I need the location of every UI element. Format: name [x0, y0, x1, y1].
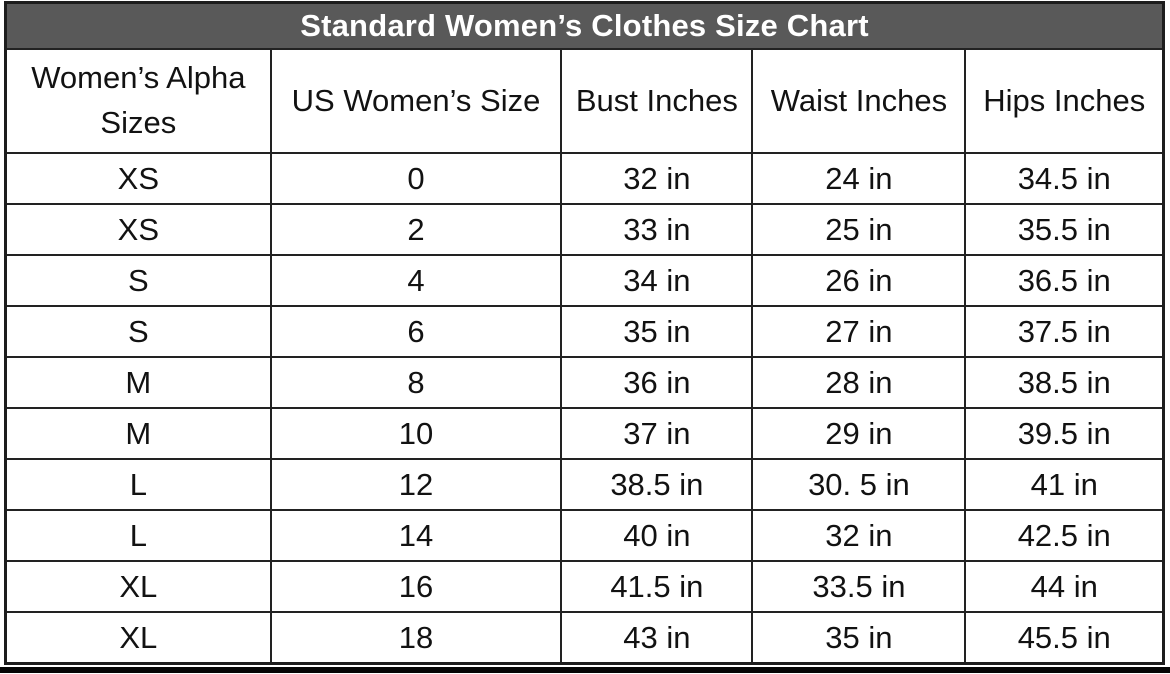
cell: 33.5 in — [751, 560, 967, 613]
cell: S — [4, 305, 272, 358]
cell: 4 — [269, 254, 563, 307]
cell: 38.5 in — [560, 458, 754, 511]
title-row: Standard Women’s Clothes Size Chart — [4, 1, 1165, 50]
cell: 30. 5 in — [751, 458, 967, 511]
cell: 10 — [269, 407, 563, 460]
cell: M — [4, 407, 272, 460]
table-row: L 12 38.5 in 30. 5 in 41 in — [4, 458, 1165, 511]
cell: 36 in — [560, 356, 754, 409]
cell: 14 — [269, 509, 563, 562]
cell: 44 in — [964, 560, 1165, 613]
cell: XL — [4, 611, 272, 665]
cell: 32 in — [751, 509, 967, 562]
cell: M — [4, 356, 272, 409]
cell: 35.5 in — [964, 203, 1165, 256]
cell: 6 — [269, 305, 563, 358]
cell: 42.5 in — [964, 509, 1165, 562]
table-head: Standard Women’s Clothes Size Chart Wome… — [4, 1, 1165, 154]
cell: 33 in — [560, 203, 754, 256]
cell: 26 in — [751, 254, 967, 307]
table-row: M 8 36 in 28 in 38.5 in — [4, 356, 1165, 409]
cell: 25 in — [751, 203, 967, 256]
table-row: S 4 34 in 26 in 36.5 in — [4, 254, 1165, 307]
cell: 38.5 in — [964, 356, 1165, 409]
table-row: XL 18 43 in 35 in 45.5 in — [4, 611, 1165, 665]
cell: 18 — [269, 611, 563, 665]
cell: 24 in — [751, 152, 967, 205]
cell: 16 — [269, 560, 563, 613]
cell: 39.5 in — [964, 407, 1165, 460]
table-row: XL 16 41.5 in 33.5 in 44 in — [4, 560, 1165, 613]
cell: 40 in — [560, 509, 754, 562]
table-row: XS 2 33 in 25 in 35.5 in — [4, 203, 1165, 256]
cell: 27 in — [751, 305, 967, 358]
size-chart-table: Standard Women’s Clothes Size Chart Wome… — [4, 1, 1165, 665]
table-body: XS 0 32 in 24 in 34.5 in XS 2 33 in 25 in 35.5 in… — [4, 152, 1165, 665]
size-chart-container: Standard Women’s Clothes Size Chart Wome… — [4, 1, 1165, 665]
cell: 37 in — [560, 407, 754, 460]
cell: 34 in — [560, 254, 754, 307]
cell: 37.5 in — [964, 305, 1165, 358]
cell: 8 — [269, 356, 563, 409]
cell: XS — [4, 203, 272, 256]
cell: 29 in — [751, 407, 967, 460]
table-row: XS 0 32 in 24 in 34.5 in — [4, 152, 1165, 205]
table-row: S 6 35 in 27 in 37.5 in — [4, 305, 1165, 358]
column-header: Waist Inches — [751, 48, 967, 154]
cell: 35 in — [751, 611, 967, 665]
cell: 43 in — [560, 611, 754, 665]
cell: 32 in — [560, 152, 754, 205]
cell: 45.5 in — [964, 611, 1165, 665]
cell: 36.5 in — [964, 254, 1165, 307]
header-row: Women’s Alpha Sizes US Women’s Size Bust I… — [4, 48, 1165, 154]
cell: S — [4, 254, 272, 307]
cell: 41.5 in — [560, 560, 754, 613]
cell: L — [4, 509, 272, 562]
cell: 28 in — [751, 356, 967, 409]
column-header: Bust Inches — [560, 48, 754, 154]
cell: XS — [4, 152, 272, 205]
table-row: L 14 40 in 32 in 42.5 in — [4, 509, 1165, 562]
cell: 0 — [269, 152, 563, 205]
column-header: US Women’s Size — [269, 48, 563, 154]
cell: 2 — [269, 203, 563, 256]
column-header: Hips Inches — [964, 48, 1165, 154]
bottom-border-bar — [0, 667, 1170, 673]
cell: 34.5 in — [964, 152, 1165, 205]
cell: L — [4, 458, 272, 511]
table-row: M 10 37 in 29 in 39.5 in — [4, 407, 1165, 460]
cell: 35 in — [560, 305, 754, 358]
column-header: Women’s Alpha Sizes — [4, 48, 272, 154]
chart-title: Standard Women’s Clothes Size Chart — [4, 1, 1165, 50]
cell: 12 — [269, 458, 563, 511]
cell: 41 in — [964, 458, 1165, 511]
cell: XL — [4, 560, 272, 613]
